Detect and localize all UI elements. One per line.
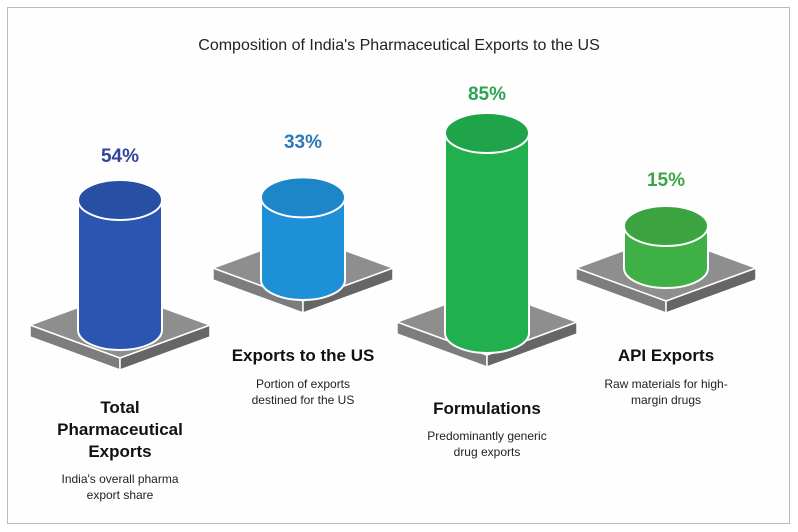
category-description: drug exports [454,445,521,459]
category-description: destined for the US [252,393,355,407]
chart-title: Composition of India's Pharmaceutical Ex… [198,37,599,54]
bar-cylinder-top [77,178,163,221]
bar-group: 85% Formulations Predominantly generic drug… [394,84,580,459]
bar-cylinder-top [444,112,530,154]
category-label: API Exports [618,346,714,365]
category-label: Exports [88,442,151,461]
category-description: Raw materials for high- [604,377,727,391]
value-label: 85% [468,84,506,105]
bar-cylinder-top [623,205,709,247]
bar-group: 33% Exports to the US Portion of exports de… [210,132,396,407]
category-description: Predominantly generic [427,429,546,443]
bar-cylinder [260,196,346,301]
bar-cylinder-top [260,176,346,219]
category-description: margin drugs [631,393,701,407]
category-label: Formulations [433,399,541,418]
value-label: 33% [284,132,322,153]
bar-cylinder [77,198,163,351]
value-label: 15% [647,170,685,191]
category-description: India's overall pharma [61,472,178,486]
category-description: export share [87,488,154,502]
bar-group: 15% API Exports Raw materials for high-mar… [573,170,759,407]
bar-cylinder [444,132,530,354]
category-label: Pharmaceutical [57,420,183,439]
category-description: Portion of exports [256,377,350,391]
bar-group: 54% Total Pharmaceutical Exports India's ove… [27,146,213,502]
category-label: Total [100,398,139,417]
category-label: Exports to the US [232,346,375,365]
value-label: 54% [101,146,139,167]
